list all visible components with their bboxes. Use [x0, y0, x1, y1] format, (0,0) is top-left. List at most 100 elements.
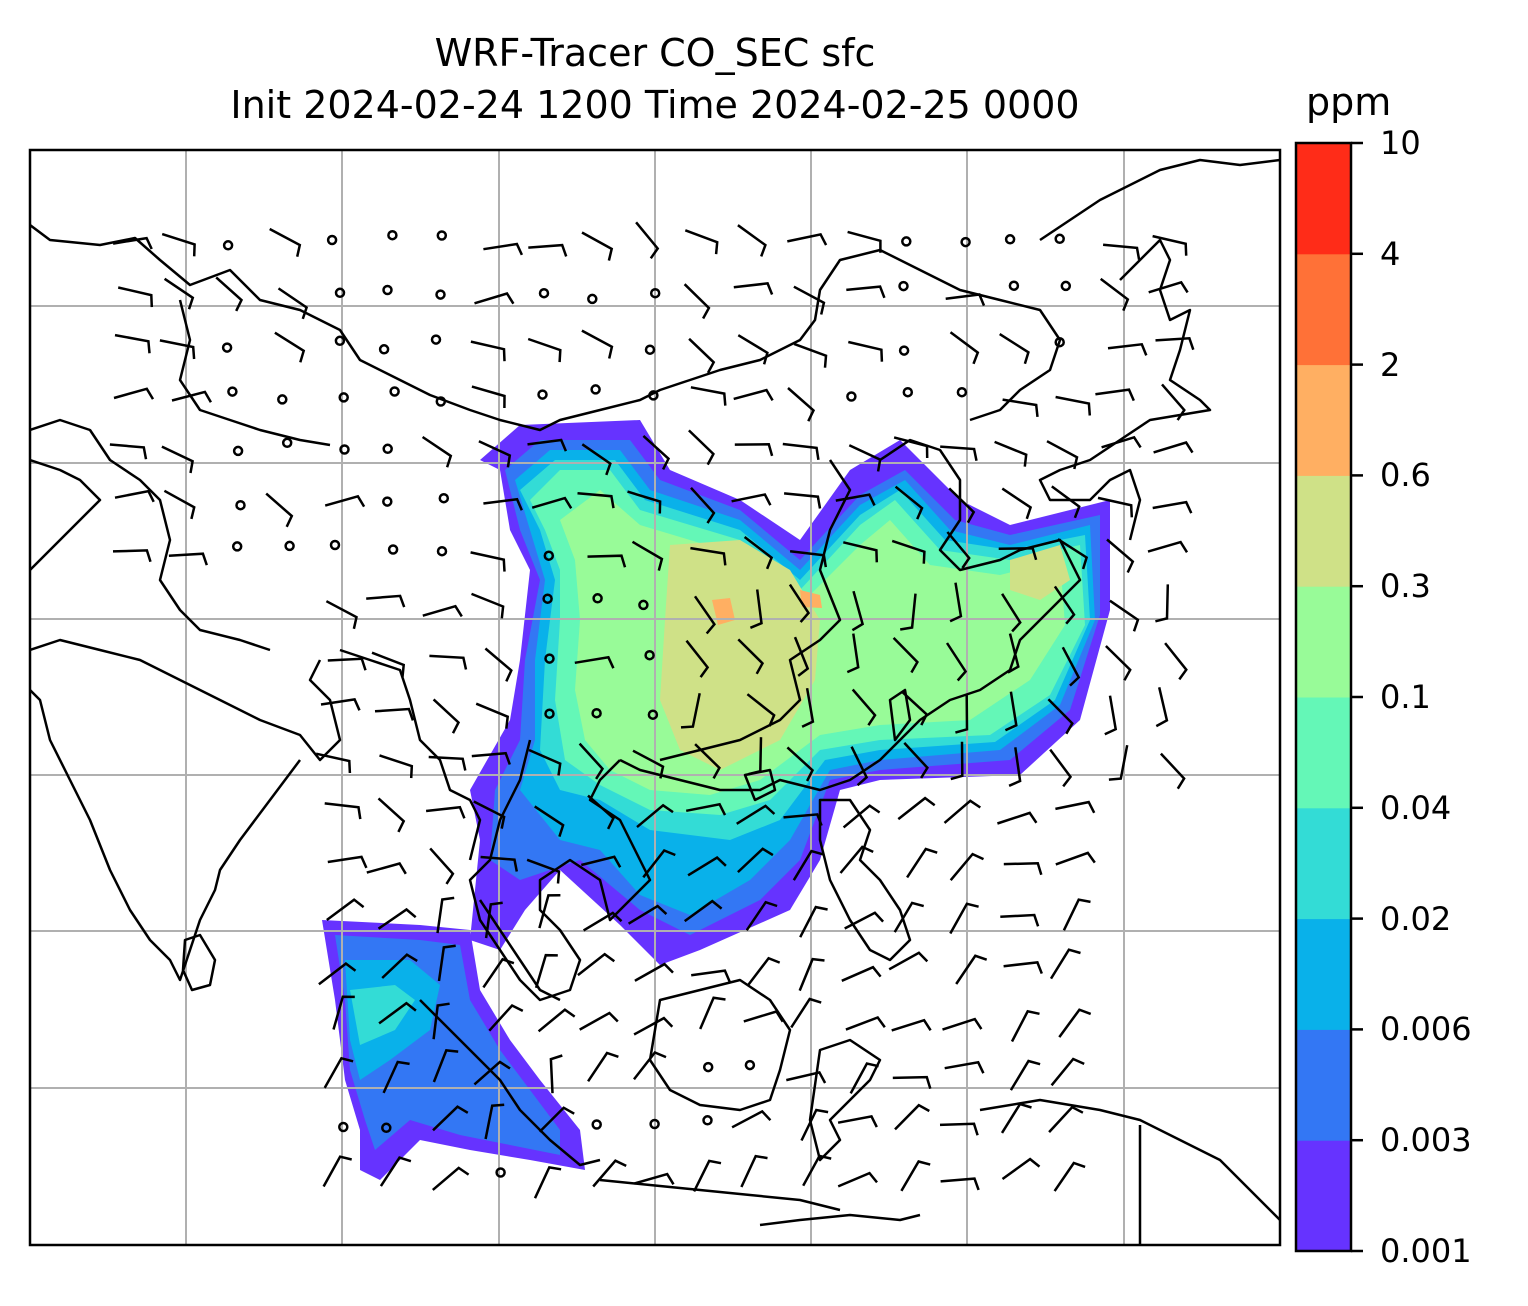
wind-barb — [470, 340, 506, 362]
wind-barb — [171, 390, 212, 403]
calm-wind-circle — [638, 599, 649, 611]
wind-barb — [731, 1109, 772, 1129]
wind-barb — [943, 799, 981, 824]
calm-wind-circle — [329, 539, 341, 551]
wind-barb — [159, 339, 196, 360]
wind-barb — [484, 1103, 505, 1140]
calm-wind-circle — [232, 445, 244, 457]
calm-wind-circle — [1004, 234, 1016, 245]
wind-barb — [687, 856, 727, 877]
wind-barb — [788, 583, 811, 623]
wind-barb — [743, 1010, 784, 1023]
calm-wind-circle — [544, 708, 555, 719]
wind-barb — [538, 1106, 575, 1133]
calm-wind-circle — [846, 391, 857, 402]
wind-barb — [114, 333, 151, 354]
wind-barb — [425, 805, 466, 819]
wind-barb — [325, 600, 358, 630]
wind-barb — [1102, 243, 1141, 260]
colorbar-swatch — [1296, 143, 1351, 255]
colorbar-swatch — [1296, 697, 1351, 809]
wind-barb — [748, 737, 763, 776]
calm-wind-circle — [378, 344, 390, 355]
calm-wind-circle — [1008, 280, 1020, 291]
wind-barb — [323, 1056, 354, 1089]
coastline-india-west — [30, 689, 301, 982]
wind-barb — [688, 337, 716, 374]
calm-wind-circle — [235, 499, 246, 511]
wind-barb — [1002, 398, 1039, 418]
wind-barb — [1049, 948, 1081, 980]
wind-barb — [471, 751, 511, 765]
calm-wind-circle — [587, 293, 598, 305]
map-subtitle: Init 2024-02-24 1200 Time 2024-02-25 000… — [230, 83, 1080, 127]
wind-barb — [578, 742, 605, 780]
wind-barb — [837, 1114, 878, 1128]
calm-wind-circle — [436, 230, 448, 241]
wind-barb — [112, 236, 153, 250]
wind-barb — [581, 329, 614, 359]
wind-barb — [1053, 585, 1076, 625]
wind-barb — [684, 229, 719, 255]
wind-barb — [749, 589, 763, 629]
coastline-timor — [759, 1213, 921, 1227]
calm-wind-circle — [544, 653, 555, 664]
wind-barb — [900, 690, 929, 726]
wind-barb — [1164, 642, 1188, 681]
wind-barb — [437, 944, 456, 982]
colorbar-tick-label: 0.003 — [1380, 1121, 1472, 1160]
calm-wind-circle — [592, 593, 603, 604]
wind-barb — [691, 969, 731, 983]
wind-barb — [531, 496, 573, 509]
wind-barb — [484, 901, 503, 939]
calm-wind-circle — [231, 541, 243, 552]
wind-barb — [944, 1060, 985, 1074]
wind-barb — [633, 1016, 674, 1036]
wind-barb — [997, 811, 1038, 825]
coastline-northeast — [1039, 158, 1280, 242]
coastline-sumatra — [419, 999, 601, 1167]
wind-barb — [1097, 496, 1134, 518]
wind-barb — [432, 1105, 469, 1132]
calm-wind-circle — [334, 335, 346, 347]
wind-barb — [161, 445, 194, 474]
calm-wind-circle — [1054, 233, 1065, 245]
wind-barb — [799, 905, 828, 938]
wind-barb — [1061, 646, 1081, 687]
wind-barb — [746, 693, 776, 727]
wind-barb — [484, 647, 513, 682]
wind-barb — [793, 342, 828, 368]
wind-barb — [315, 752, 352, 774]
calm-wind-circle — [644, 649, 655, 661]
wind-barb — [1155, 336, 1195, 351]
coastline-west-asia-2 — [30, 458, 102, 571]
wind-barb — [892, 1075, 932, 1089]
wind-barb — [680, 693, 701, 729]
wind-barb — [1048, 1105, 1084, 1133]
wind-barb — [1053, 1161, 1086, 1192]
wind-barb — [482, 957, 515, 989]
calm-wind-circle — [281, 437, 293, 449]
wind-barb — [685, 639, 710, 678]
wind-barb — [277, 287, 309, 320]
wind-barb — [324, 494, 366, 508]
wind-barb — [939, 1122, 979, 1136]
wind-barb — [432, 1002, 450, 1040]
calm-wind-circle — [591, 1119, 602, 1130]
calm-wind-circle — [537, 389, 548, 400]
wind-barb — [891, 539, 926, 564]
wind-barbs — [109, 221, 1195, 1199]
wind-barb — [842, 804, 881, 829]
wind-barb — [786, 746, 815, 782]
wind-barb — [955, 695, 969, 734]
calm-wind-circle — [898, 345, 910, 356]
map-frame — [28, 148, 1282, 1247]
wind-barb — [998, 547, 1038, 561]
wind-barb — [1153, 441, 1194, 454]
calm-wind-circle — [591, 707, 602, 719]
wind-barb — [474, 292, 515, 305]
coastline-india — [30, 638, 342, 762]
calm-wind-circle — [381, 1122, 392, 1134]
wind-barb — [326, 898, 365, 922]
